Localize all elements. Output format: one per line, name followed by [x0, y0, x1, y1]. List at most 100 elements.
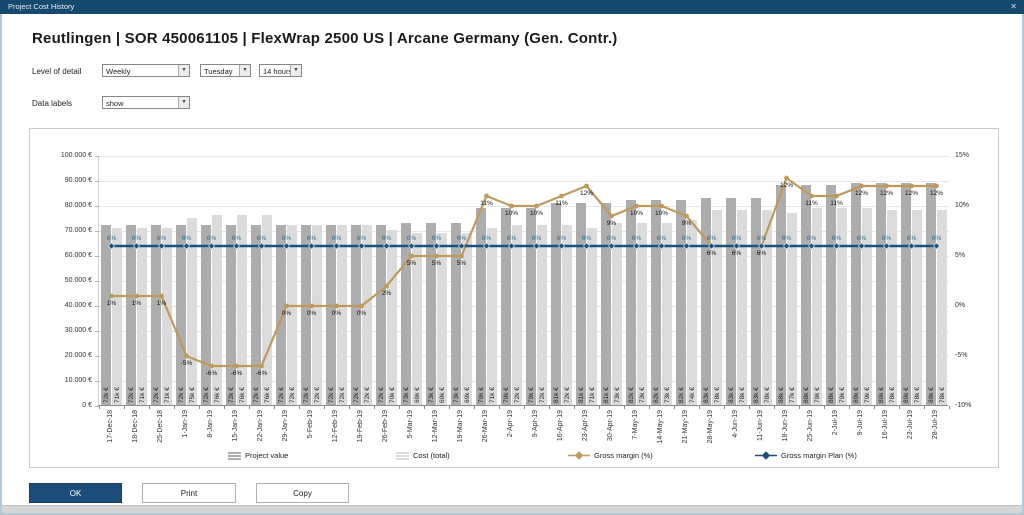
- gross-margin-data-label: 0%: [306, 310, 317, 317]
- gross-margin-data-label: 6%: [706, 250, 717, 257]
- gross-margin-data-label: 2%: [381, 290, 392, 297]
- bar-value-label: 89k €: [928, 387, 935, 403]
- gross-margin-plan-data-label: 6%: [331, 234, 342, 242]
- x-axis-label: 23-Apr-19: [582, 410, 589, 442]
- bar-value-label: 72k €: [203, 387, 210, 403]
- x-axis-tick-mark: [124, 406, 125, 409]
- y-axis-tick-label: 30.000 €: [64, 327, 92, 334]
- x-axis-tick-mark: [274, 406, 275, 409]
- bar-cost-total: 73k €: [612, 222, 622, 405]
- bar-value-label: 89k €: [853, 387, 860, 403]
- bar-value-label: 70k €: [389, 387, 396, 403]
- y-axis-tick-label: 0 €: [82, 402, 92, 409]
- bar-cost-total: 71k €: [487, 227, 497, 405]
- bar-group: 82k € 73k €: [649, 155, 674, 405]
- bar-value-label: 79k €: [814, 387, 821, 403]
- x-axis-tick-mark: [499, 406, 500, 409]
- bar-project-value: 81k €: [576, 202, 586, 405]
- bar-value-label: 73k €: [664, 387, 671, 403]
- bar-cost-total: 72k €: [512, 225, 522, 405]
- x-axis-tick-mark: [174, 406, 175, 409]
- bar-value-label: 72k €: [564, 387, 571, 403]
- bar-cost-total: 71k €: [162, 227, 172, 405]
- gross-margin-data-label: -6%: [205, 370, 218, 377]
- bar-value-label: 71k €: [589, 387, 596, 403]
- data-labels-dropdown[interactable]: show ▼: [102, 96, 190, 109]
- x-axis-label: 18-Dec-18: [132, 410, 139, 443]
- legend-line-marker: [755, 451, 777, 460]
- bar-value-label: 72k €: [128, 387, 135, 403]
- legend-label: Cost (total): [413, 451, 450, 460]
- gross-margin-plan-data-label: 6%: [156, 234, 167, 242]
- x-axis-tick-mark: [224, 406, 225, 409]
- chevron-down-icon[interactable]: ▼: [178, 65, 189, 76]
- gross-margin-plan-data-label: 6%: [406, 234, 417, 242]
- bar-cost-total: 75k €: [187, 217, 197, 405]
- right-axis-tick-label: 10%: [955, 202, 970, 209]
- gridline: [99, 156, 949, 157]
- x-axis-tick-mark: [699, 406, 700, 409]
- legend-label: Gross margin Plan (%): [781, 451, 857, 460]
- cost-history-chart: 72k € 71k € 72k € 71k € 72k € 71k € 72k € 75k €…: [29, 128, 999, 468]
- gross-margin-plan-data-label: 6%: [356, 234, 367, 242]
- bar-value-label: 78k €: [914, 387, 921, 403]
- gross-margin-data-label: 11%: [480, 200, 493, 207]
- chevron-down-icon[interactable]: ▼: [290, 65, 301, 76]
- bar-value-label: 72k €: [178, 387, 185, 403]
- axis-tick-mark: [95, 231, 99, 232]
- x-axis-tick-mark: [549, 406, 550, 409]
- copy-button[interactable]: Copy: [256, 483, 349, 503]
- bar-value-label: 78k €: [764, 387, 771, 403]
- hours-dropdown[interactable]: 14 hours ▼: [259, 64, 302, 77]
- weekday-dropdown[interactable]: Tuesday ▼: [200, 64, 251, 77]
- gross-margin-plan-data-label: 6%: [656, 234, 667, 242]
- legend-item-2: Cost (total): [396, 451, 450, 460]
- gross-margin-data-label: 1%: [106, 300, 117, 307]
- gross-margin-data-label: 0%: [356, 310, 367, 317]
- bar-group: 88k € 79k €: [824, 155, 849, 405]
- chart-legend: Project value Cost (total) Gross margin (%…: [30, 451, 1000, 465]
- y-axis-tick-label: 40.000 €: [64, 302, 92, 309]
- bar-project-value: 88k €: [801, 185, 811, 405]
- chevron-down-icon[interactable]: ▼: [239, 65, 250, 76]
- gross-margin-data-label: 10%: [629, 210, 643, 217]
- bar-group: 83k € 78k €: [699, 155, 724, 405]
- x-axis-label: 21-May-19: [682, 410, 689, 444]
- bar-project-value: 83k €: [751, 197, 761, 405]
- bar-value-label: 72k €: [339, 387, 346, 403]
- ok-button[interactable]: OK: [29, 483, 122, 503]
- gridline: [99, 381, 949, 382]
- legend-label: Gross margin (%): [594, 451, 653, 460]
- x-axis-label: 5-Mar-19: [407, 410, 414, 439]
- x-axis-label: 17-Dec-18: [107, 410, 114, 443]
- gross-margin-plan-data-label: 6%: [581, 234, 592, 242]
- gross-margin-data-label: 5%: [456, 260, 467, 267]
- gross-margin-plan-data-label: 6%: [806, 234, 817, 242]
- x-axis-label: 9-Apr-19: [532, 410, 539, 438]
- gross-margin-plan-data-label: 6%: [631, 234, 642, 242]
- bar-value-label: 71k €: [164, 387, 171, 403]
- x-axis-label: 25-Jun-19: [807, 410, 814, 442]
- right-axis-tick-label: -5%: [955, 352, 968, 359]
- title-bar: Project Cost History ✕: [0, 0, 1024, 14]
- bar-project-value: 73k €: [451, 222, 461, 405]
- bar-group: 72k € 72k €: [274, 155, 299, 405]
- print-button[interactable]: Print: [142, 483, 236, 503]
- gross-margin-plan-data-label: 6%: [731, 234, 742, 242]
- x-axis-label: 29-Jan-19: [282, 410, 289, 442]
- close-icon[interactable]: ✕: [1010, 2, 1017, 11]
- chevron-down-icon[interactable]: ▼: [178, 97, 189, 108]
- x-axis-label: 25-Dec-18: [157, 410, 164, 443]
- gross-margin-data-label: 12%: [904, 190, 918, 197]
- gross-margin-data-label: 9%: [606, 220, 617, 227]
- x-axis-tick-mark: [949, 406, 950, 409]
- bar-project-value: 82k €: [626, 200, 636, 405]
- x-axis-tick-mark: [199, 406, 200, 409]
- hours-value: 14 hours: [263, 67, 293, 76]
- bar-value-label: 76k €: [239, 387, 246, 403]
- x-axis-tick-mark: [149, 406, 150, 409]
- level-of-detail-dropdown[interactable]: Weekly ▼: [102, 64, 190, 77]
- bar-group: 82k € 74k €: [674, 155, 699, 405]
- axis-tick-mark: [95, 406, 99, 407]
- bar-cost-total: 70k €: [387, 230, 397, 405]
